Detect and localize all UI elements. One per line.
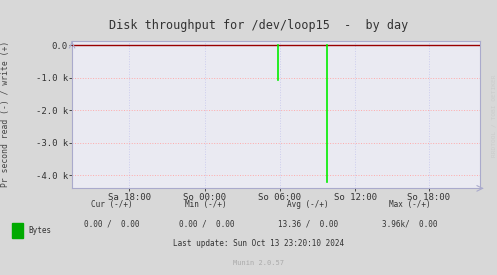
Text: 0.00 /  0.00: 0.00 / 0.00 (178, 220, 234, 229)
Text: Max (-/+): Max (-/+) (389, 200, 431, 209)
Text: 13.36 /  0.00: 13.36 / 0.00 (278, 220, 338, 229)
Text: Munin 2.0.57: Munin 2.0.57 (233, 260, 284, 266)
Text: Cur (-/+): Cur (-/+) (91, 200, 133, 209)
Text: Min (-/+): Min (-/+) (185, 200, 227, 209)
Text: Disk throughput for /dev/loop15  -  by day: Disk throughput for /dev/loop15 - by day (109, 19, 408, 32)
Text: 0.00 /  0.00: 0.00 / 0.00 (84, 220, 140, 229)
Text: Bytes: Bytes (29, 226, 52, 235)
Text: 3.96k/  0.00: 3.96k/ 0.00 (382, 220, 438, 229)
Text: Avg (-/+): Avg (-/+) (287, 200, 329, 209)
Text: Pr second read (-) / write (+): Pr second read (-) / write (+) (1, 41, 10, 187)
Text: RRDTOOL / TOBI OETIKER: RRDTOOL / TOBI OETIKER (491, 74, 496, 157)
Text: Last update: Sun Oct 13 23:20:10 2024: Last update: Sun Oct 13 23:20:10 2024 (173, 239, 344, 248)
